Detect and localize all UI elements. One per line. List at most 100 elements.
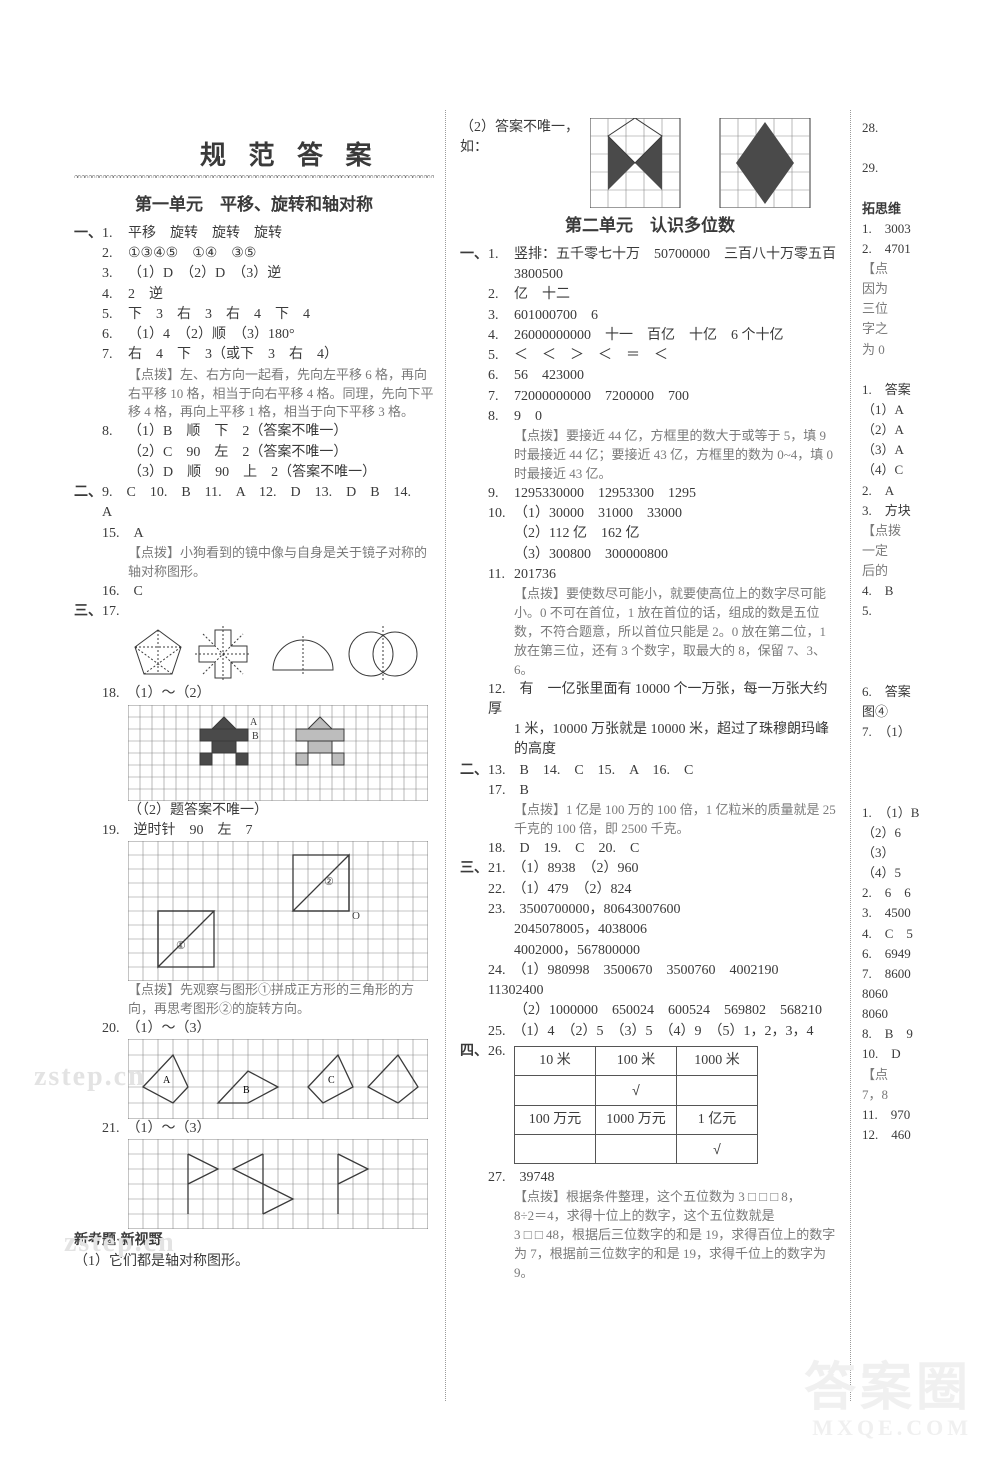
right-line: 8060 (862, 984, 992, 1004)
unit2-title: 第二单元 认识多位数 (460, 214, 840, 239)
m5t: ＜ ＜ ＞ ＜ ＝ ＜ (514, 346, 840, 366)
svg-text:B: B (252, 731, 259, 742)
mid-g2: 二、 (460, 761, 488, 781)
t26-2c3: 1 亿元 (677, 1105, 758, 1134)
q2-body: ①③④⑤ ①④ ③⑤ (128, 244, 434, 264)
m10-3: （3）300800 300000800 (460, 545, 840, 565)
m17: 17. B (488, 781, 840, 801)
q1-label: 1. (102, 224, 128, 244)
right-line (862, 622, 992, 642)
svg-text:②: ② (324, 876, 334, 888)
left-column: 第一单元 平移、旋转和轴对称 一、 1. 平移 旋转 旋转 旋转 2. ①③④⑤… (74, 185, 434, 1391)
q19-hint: 【点拨】先观察与图形①拼成正方形的三角形的方向，再思考图形②的旋转方向。 (74, 981, 434, 1019)
mid-column: （2）答案不唯一，如： (460, 118, 840, 1391)
right-line: 6. 答案 (862, 682, 992, 702)
m27c: 3 □ □ 48，根据后三位数字的和是 19，求得百位上的数字为 7，根据前三位… (460, 1226, 840, 1283)
m18: 18. D 19. C 20. C (488, 839, 840, 859)
m9t: 1295330000 12953300 1295 (514, 484, 840, 504)
q2-label: 2. (102, 244, 128, 264)
q4-label: 4. (102, 285, 128, 305)
t26-r2c2 (596, 1134, 677, 1163)
right-line (862, 138, 992, 158)
t26-r1c2: √ (596, 1076, 677, 1105)
m10n: 10. (488, 504, 514, 524)
m11t: 201736 (514, 565, 840, 585)
m8t: 9 0 (514, 407, 840, 427)
m27a: 【点拨】根据条件整理，这个五位数为 3 □ □ □ 8， (460, 1188, 840, 1207)
svg-text:①: ① (176, 940, 186, 952)
right-line (862, 763, 992, 783)
right-line: 6. 6949 (862, 944, 992, 964)
m22: 22. （1）479 （2）824 (488, 880, 840, 900)
right-line: 一定 (862, 541, 992, 561)
m10-2: （2）112 亿 162 亿 (460, 524, 840, 544)
right-line (862, 178, 992, 198)
mid-top-label: （2）答案不唯一，如： (460, 118, 590, 159)
q8-2: （2）C 90 左 2（答案不唯一） (74, 443, 434, 463)
m13: 13. B 14. C 15. A 16. C (488, 761, 840, 781)
line15: 15. A (102, 524, 434, 544)
q6-label: 6. (102, 325, 128, 345)
column-divider-2 (850, 110, 851, 1401)
m8n: 8. (488, 407, 514, 427)
t26-c3: 1000 米 (677, 1046, 758, 1075)
right-line (862, 742, 992, 762)
right-line: 8060 (862, 1004, 992, 1024)
right-line (862, 360, 992, 380)
right-line: 7. （1） (862, 722, 992, 742)
m12a: 12. 有 一亿张里面有 10000 个一万张，每一万张大约厚 (488, 680, 840, 721)
t26-r2c3: √ (677, 1134, 758, 1163)
right-line: 7，8 (862, 1085, 992, 1105)
q3-label: 3. (102, 264, 128, 284)
m23a: 23. 3500700000，80643007600 (488, 900, 840, 920)
t26-2c1: 100 万元 (515, 1105, 596, 1134)
t26-r1c3 (677, 1076, 758, 1105)
right-line: 12. 460 (862, 1125, 992, 1145)
m9n: 9. (488, 484, 514, 504)
unit1-title: 第一单元 平移、旋转和轴对称 (74, 193, 434, 218)
m25: 25. （1）4 （2）5 （3）5 （4）9 （5）1，2，3，4 (488, 1022, 840, 1042)
right-line: 【点 (862, 1065, 992, 1085)
right-line: 后的 (862, 561, 992, 581)
line16: 16. C (102, 582, 434, 602)
m26n: 26. (488, 1042, 514, 1062)
line9: 9. C 10. B 11. A 12. D 13. D B 14. A (102, 483, 434, 524)
right-line: 字之 (862, 319, 992, 339)
watermark-zstep-1: zstep.cn (34, 1057, 146, 1098)
t26-2c2: 1000 万元 (596, 1105, 677, 1134)
q8-3: （3）D 顺 90 上 2（答案不唯一） (74, 463, 434, 483)
m3n: 3. (488, 306, 514, 326)
svg-text:A: A (250, 717, 258, 728)
m23c: 4002000，567800000 (460, 941, 840, 961)
q6-body: （1）4 （2）顺 （3）180° (128, 325, 434, 345)
group3-label: 三、 (74, 602, 102, 622)
q5-body: 下 3 右 3 右 4 下 4 (128, 305, 434, 325)
m1t2: 3800500 (460, 265, 840, 285)
right-line: 1. （1）B (862, 803, 992, 823)
hint15: 【点拨】小狗看到的镜中像与自身是关于镜子对称的轴对称图形。 (74, 544, 434, 582)
q17-shapes (74, 622, 434, 684)
right-line: 1. 答案 (862, 380, 992, 400)
q18-label: 18. （1）～（2） (102, 684, 434, 704)
q17-label: 17. (102, 602, 434, 622)
right-line: （4）5 (862, 863, 992, 883)
right-line: 【点 (862, 259, 992, 279)
q3-body: （1）D （2）D （3）逆 (128, 264, 434, 284)
mid-hint17: 【点拨】1 亿是 100 万的 100 倍，1 亿粒米的质量就是 25 千克的 … (460, 801, 840, 839)
q8-1: （1）B 顺 下 2（答案不唯一） (128, 422, 434, 442)
m7t: 72000000000 7200000 700 (514, 387, 840, 407)
right-line (862, 642, 992, 662)
m27b: 8÷2＝4，求得十位上的数字，这个五位数就是 (460, 1207, 840, 1226)
svg-text:A: A (163, 1075, 171, 1086)
column-divider-1 (445, 110, 446, 1401)
right-line: 29. (862, 158, 992, 178)
right-line: （4）C (862, 460, 992, 480)
m4n: 4. (488, 326, 514, 346)
q19-grid: ① ② O (74, 841, 434, 981)
q20-label: 20. （1）～（3） (102, 1019, 434, 1039)
table26: 10 米 100 米 1000 米 √ 100 万元 1000 万元 1 亿元 (514, 1046, 758, 1164)
m12b: 1 米，10000 万张就是 10000 米，超过了珠穆朗玛峰的高度 (460, 720, 840, 761)
m24a: 24. （1）980998 3500670 3500760 4002190 11… (488, 961, 840, 1002)
right-line: （3）A (862, 440, 992, 460)
m10t: （1）30000 31000 33000 (514, 504, 840, 524)
